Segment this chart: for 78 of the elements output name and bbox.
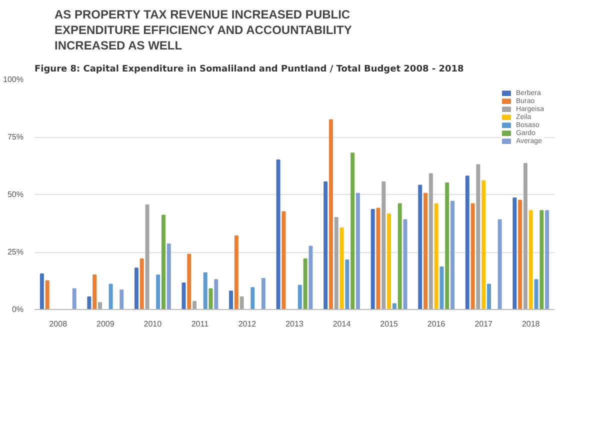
y-tick-label: 50% <box>7 190 24 199</box>
bar <box>470 203 475 310</box>
bar <box>250 287 255 310</box>
bar <box>382 181 386 310</box>
bar <box>276 160 280 310</box>
bar <box>40 273 44 310</box>
bar <box>482 180 486 310</box>
x-tick-label: 2018 <box>522 320 540 328</box>
bar <box>108 284 113 310</box>
bar <box>476 164 480 310</box>
bar <box>498 219 502 310</box>
bar <box>229 290 234 310</box>
bar <box>156 274 160 310</box>
bar <box>303 258 308 310</box>
bar <box>192 300 197 310</box>
y-tick-label: 25% <box>7 248 24 256</box>
bar <box>140 258 144 310</box>
bar <box>528 210 533 310</box>
bar <box>540 210 544 310</box>
chart-title: AS PROPERTY TAX REVENUE INCREASED PUBLIC EXPENDITURE EFFICIENCY AND ACCOUNTABILITY INCREASED AS WELL <box>54 8 352 52</box>
bar <box>261 278 266 310</box>
bar <box>282 211 286 310</box>
x-tick-label: 2015 <box>380 320 398 328</box>
x-tick-label: 2016 <box>427 320 446 328</box>
bar <box>545 210 550 310</box>
x-tick-label: 2017 <box>474 320 494 328</box>
x-tick-label: 2011 <box>191 320 210 328</box>
bar <box>512 197 517 310</box>
y-tick-label: 100% <box>3 75 24 84</box>
x-tick-label: 2010 <box>144 320 162 328</box>
bar <box>434 203 438 310</box>
bar <box>324 181 328 310</box>
bar <box>87 296 92 310</box>
bar <box>428 173 433 310</box>
bar <box>234 235 238 310</box>
bar <box>334 217 338 310</box>
bar <box>120 289 124 310</box>
bar <box>387 214 392 310</box>
bar <box>445 182 450 310</box>
chart-subtitle: Figure 8: Capital Expenditure in Somaliland and Puntland / Total Budget 2008 - 2018 <box>34 64 464 74</box>
bar <box>350 152 355 310</box>
bar <box>398 203 402 310</box>
bar <box>418 184 422 310</box>
x-tick-label: 2008 <box>49 320 68 328</box>
bar <box>166 243 171 310</box>
bar <box>465 176 470 310</box>
bar <box>523 162 528 310</box>
x-tick-label: 2009 <box>96 320 115 328</box>
bar <box>162 214 166 310</box>
bar <box>298 284 302 310</box>
x-tick-label: 2013 <box>286 320 304 328</box>
bar <box>424 192 428 310</box>
bar <box>98 302 102 310</box>
y-tick-label: 0% <box>12 305 24 314</box>
bar <box>134 268 138 310</box>
bar <box>72 288 76 310</box>
bar <box>308 246 313 310</box>
bar <box>356 192 360 310</box>
bar <box>328 119 333 310</box>
bar <box>487 284 491 310</box>
bar <box>45 280 50 310</box>
bar <box>370 208 375 310</box>
bar <box>392 303 396 310</box>
bar <box>214 279 218 310</box>
bar <box>450 200 455 310</box>
bar <box>240 296 244 310</box>
bar <box>534 279 538 310</box>
bar <box>340 227 344 310</box>
bar <box>518 200 522 310</box>
bar <box>187 254 192 310</box>
bar <box>345 260 350 310</box>
bar <box>203 272 208 310</box>
bar <box>92 274 97 310</box>
bar <box>145 204 150 310</box>
y-tick-label: 75% <box>7 132 24 142</box>
x-tick-label: 2012 <box>238 320 257 328</box>
x-tick-label: 2014 <box>332 320 352 328</box>
bar <box>440 266 444 310</box>
